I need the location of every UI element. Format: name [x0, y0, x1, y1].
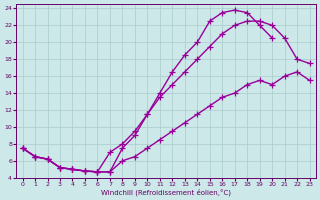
X-axis label: Windchill (Refroidissement éolien,°C): Windchill (Refroidissement éolien,°C) — [101, 188, 231, 196]
